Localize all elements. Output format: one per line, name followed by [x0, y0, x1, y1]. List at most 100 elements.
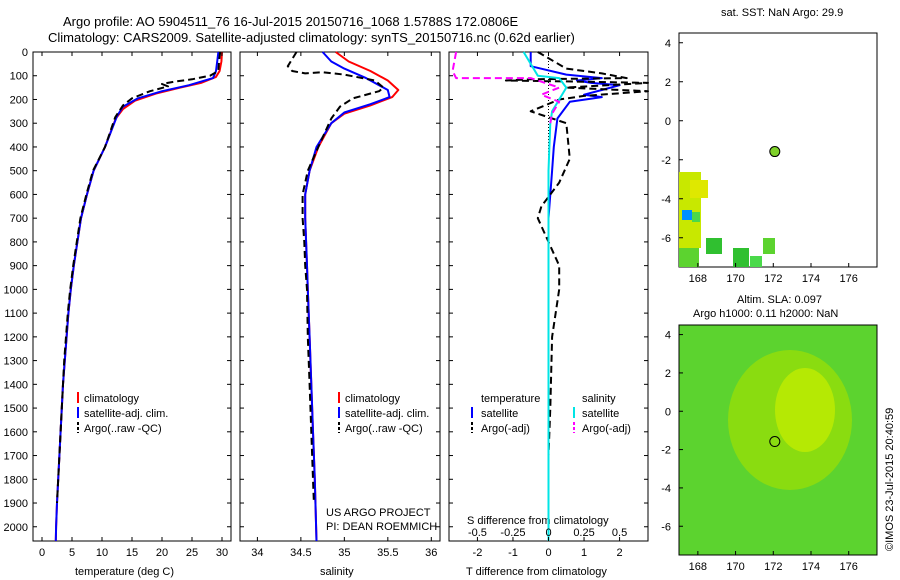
sla-map-title-line1: Altim. SLA: 0.097 — [737, 294, 822, 306]
x-tick-label: 34 — [251, 547, 263, 559]
x-tick-label: 10 — [96, 547, 108, 559]
depth-tick-label: 1300 — [4, 356, 28, 368]
map-x-tick-label: 170 — [726, 561, 744, 573]
x-tick-label: 1 — [581, 547, 587, 559]
depth-tick-labels: 0 100 200 300 400 500 600 700 800 900 1000 1100 1200… — [4, 47, 648, 534]
sst-patch — [692, 212, 700, 222]
s-tick-label: 0 — [545, 527, 551, 539]
depth-tick-label: 1600 — [4, 427, 28, 439]
sst-patch — [763, 238, 775, 254]
x-tick-label: -1 — [508, 547, 518, 559]
sst-map — [678, 32, 878, 268]
depth-tick-label: 100 — [10, 71, 28, 83]
map-y-tick-label: 2 — [665, 77, 671, 89]
depth-tick-label: 800 — [10, 237, 28, 249]
salinity-panel — [239, 51, 441, 542]
series-line-s-satellite — [522, 51, 568, 541]
depth-tick-label: 200 — [10, 94, 28, 106]
x-tick-label: 0 — [39, 547, 45, 559]
legend-climatology: climatology — [84, 393, 140, 405]
map-y-tick-label: 0 — [665, 116, 671, 128]
map-x-tick-label: 174 — [802, 273, 820, 285]
legend-climatology: climatology — [345, 393, 401, 405]
project-annotation: US ARGO PROJECT — [326, 507, 431, 519]
series-line-t-satellite — [529, 52, 621, 541]
map-y-tick-label: -4 — [661, 483, 671, 495]
map-x-tick-label: 170 — [726, 273, 744, 285]
map-y-tick-label: 4 — [665, 38, 671, 50]
map-tick-labels: 168 170 172 174 176 4 2 0 -2 -4 -6 168 170 172 174 176 4… — [661, 38, 858, 573]
depth-tick-label: 1400 — [4, 379, 28, 391]
sst-patch — [750, 256, 762, 267]
sst-patch — [690, 180, 708, 198]
depth-tick-label: 2000 — [4, 522, 28, 534]
x-tick-label: 5 — [69, 547, 75, 559]
depth-tick-label: 400 — [10, 142, 28, 154]
sla-peak-region — [775, 368, 835, 452]
map-y-tick-label: 4 — [665, 330, 671, 342]
map-y-tick-label: -6 — [661, 521, 671, 533]
map-x-tick-label: 172 — [764, 561, 782, 573]
depth-tick-label: 1000 — [4, 284, 28, 296]
x-tick-label: 30 — [216, 547, 228, 559]
depth-tick-label: 300 — [10, 118, 28, 130]
legend-argo: Argo(..raw -QC) — [84, 423, 162, 435]
map-x-tick-label: 174 — [802, 561, 820, 573]
x-tick-label: 34.5 — [290, 547, 311, 559]
legend-s-argo: Argo(-adj) — [582, 423, 631, 435]
map-x-tick-label: 168 — [689, 273, 707, 285]
x-tick-label: -2 — [473, 547, 483, 559]
legend-salinity-title: salinity — [582, 393, 616, 405]
x-tick-label: 20 — [156, 547, 168, 559]
legend-t-argo: Argo(-adj) — [481, 423, 530, 435]
depth-tick-label: 1700 — [4, 451, 28, 463]
depth-tick-label: 1100 — [4, 308, 28, 320]
depth-tick-label: 600 — [10, 189, 28, 201]
map-y-tick-label: -4 — [661, 194, 671, 206]
pi-annotation: PI: DEAN ROEMMICH — [326, 521, 437, 533]
x-tick-labels: 0 5 10 15 20 25 30 34 34.5 35 35.5 36 -2 -1 0 1 2 -0.5 -0.… — [39, 52, 627, 559]
argo-position-marker — [769, 146, 781, 158]
map-x-tick-label: 176 — [840, 273, 858, 285]
depth-tick-label: 0 — [22, 47, 28, 59]
sst-patch — [679, 228, 701, 248]
s-tick-label: -0.25 — [500, 527, 525, 539]
map-y-tick-label: 0 — [665, 406, 671, 418]
legend-argo: Argo(..raw -QC) — [345, 423, 423, 435]
depth-tick-label: 1500 — [4, 403, 28, 415]
sst-patch — [733, 248, 749, 267]
legend-satellite: satellite-adj. clim. — [84, 408, 168, 420]
s-tick-label: 0.25 — [573, 527, 594, 539]
map-y-tick-label: -6 — [661, 233, 671, 245]
temperature-axes — [32, 51, 232, 542]
series-line-climatology — [304, 51, 400, 542]
salinity-axes — [239, 51, 441, 542]
legend-s-satellite: satellite — [582, 408, 619, 420]
sst-patch — [679, 248, 699, 267]
sst-patch — [706, 238, 722, 254]
sla-map-title-line2: Argo h1000: 0.11 h2000: NaN — [693, 308, 838, 320]
legend-t-satellite: satellite — [481, 408, 518, 420]
depth-tick-label: 900 — [10, 261, 28, 273]
sst-patch — [682, 210, 692, 220]
difference-legend: temperature satellite Argo(-adj) salinit… — [471, 393, 631, 435]
s-tick-label: -0.5 — [468, 527, 487, 539]
x-tick-label: 25 — [186, 547, 198, 559]
x-tick-label: 35.5 — [377, 547, 398, 559]
depth-tick-label: 1800 — [4, 474, 28, 486]
header-line2: Climatology: CARS2009. Satellite-adjuste… — [48, 30, 575, 45]
temperature-series — [54, 51, 223, 542]
sla-map — [678, 324, 878, 556]
series-line-t-argo — [504, 51, 649, 503]
legend-satellite: satellite-adj. clim. — [345, 408, 429, 420]
footer-credit: ©IMOS 23-Jul-2015 20:40:59 — [884, 408, 896, 551]
series-line-satellite — [304, 51, 391, 542]
x-tick-label: 36 — [425, 547, 437, 559]
argo-position-marker — [769, 436, 781, 448]
difference-series — [451, 51, 649, 541]
depth-tick-label: 1900 — [4, 498, 28, 510]
sst-map-title: sat. SST: NaN Argo: 29.9 — [721, 7, 843, 19]
series-line-satellite — [54, 51, 220, 542]
salinity-xlabel: salinity — [320, 566, 354, 578]
temperature-legend: climatology satellite-adj. clim. Argo(..… — [77, 392, 168, 435]
